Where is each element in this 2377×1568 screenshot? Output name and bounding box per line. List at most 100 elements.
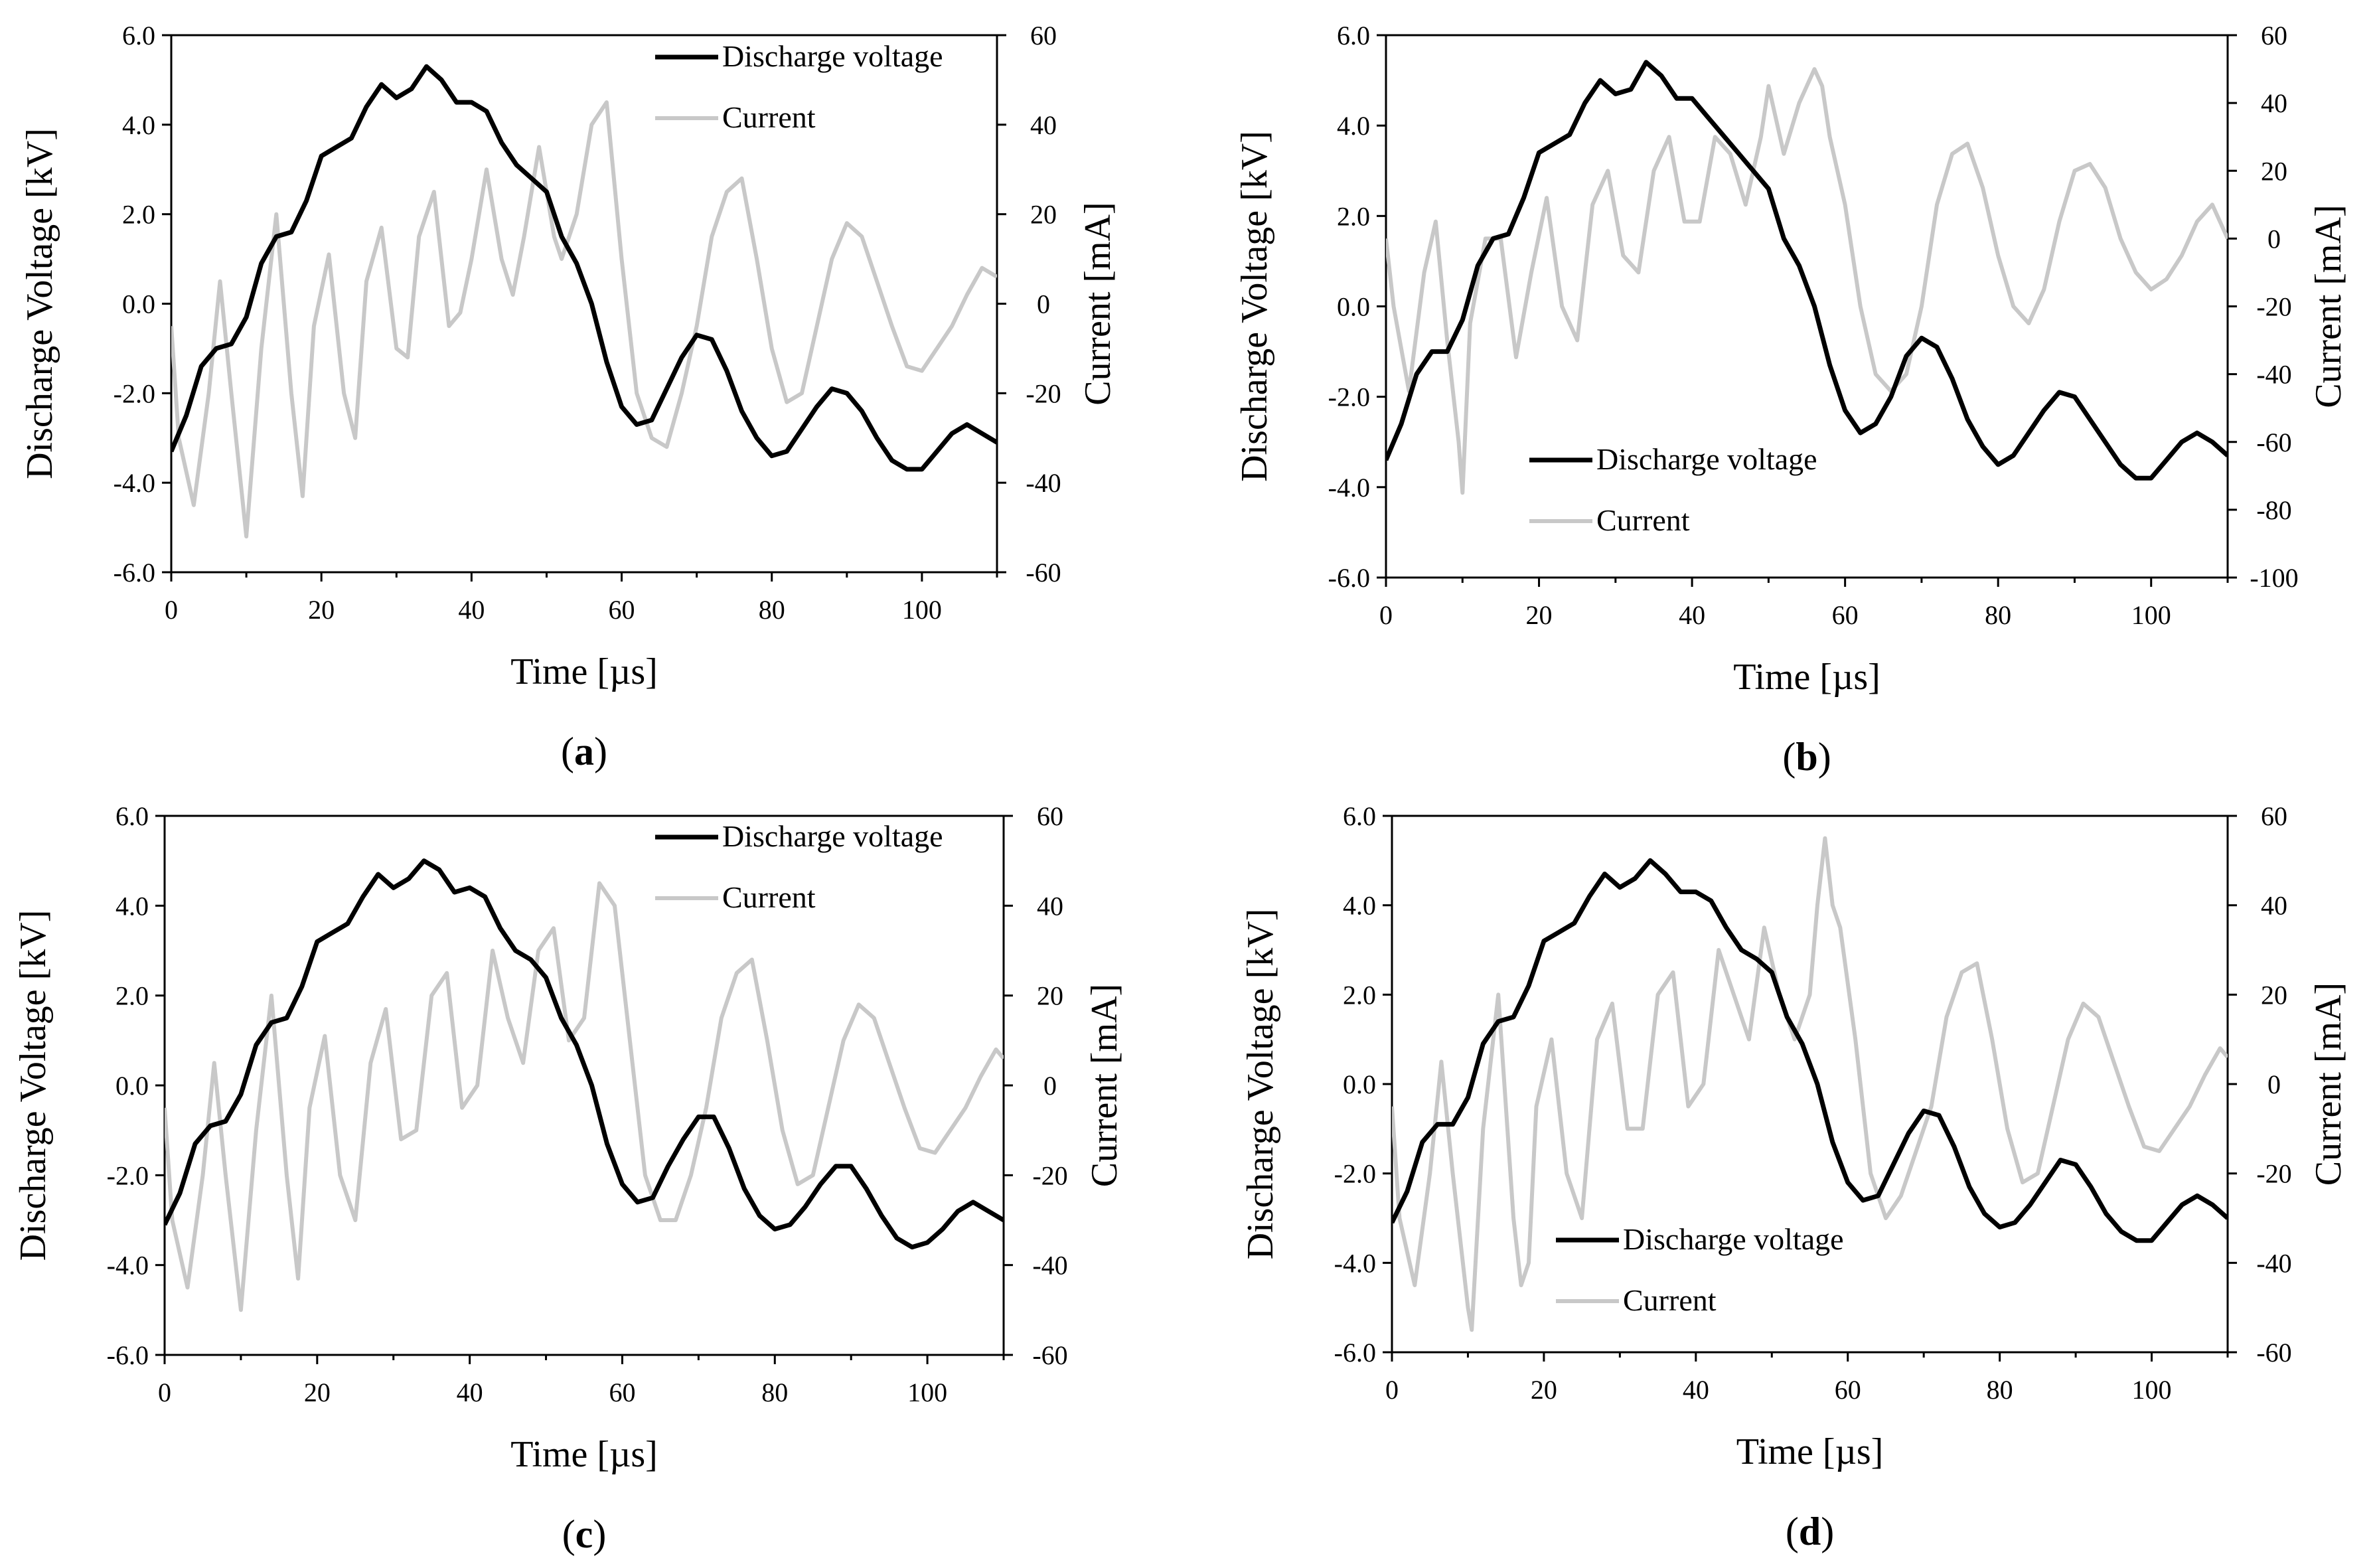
y2-tick-label: -20 [1032, 1160, 1067, 1190]
chart-panel-a: 0 20 40 60 80 100 -6.0 -4.0 -2.0 0.0 2.0 4.0 6.0 -60 -… [19, 21, 1118, 773]
x-axis-title: Time [µs] [510, 1434, 658, 1475]
x-tick-label: 100 [2132, 1375, 2172, 1405]
y-tick-label: 4.0 [1343, 891, 1376, 921]
x-tick-label: 20 [1526, 600, 1553, 630]
y-tick-label: -4.0 [1328, 473, 1370, 503]
y-tick-label: 6.0 [115, 801, 149, 831]
y2-tick-label: 60 [2261, 21, 2287, 50]
y-tick-label: -4.0 [114, 468, 155, 498]
x-tick-label: 80 [761, 1377, 788, 1407]
y2-tick-label: 40 [2261, 891, 2287, 921]
plot-area-frame [163, 815, 1005, 1356]
x-tick-label: 80 [759, 595, 785, 625]
x-tick-label: 0 [165, 595, 178, 625]
y-tick-label: 4.0 [122, 110, 155, 140]
x-tick-label: 40 [1683, 1375, 1709, 1405]
y-tick-label: 4.0 [115, 891, 149, 921]
y2-tick-label: 20 [2261, 156, 2287, 186]
legend-current-label: Current [722, 880, 816, 914]
y-tick-label: -6.0 [114, 558, 155, 588]
y2-axis-title: Current [mA] [2308, 982, 2349, 1186]
current-series-line [171, 100, 997, 539]
y2-tick-label: 20 [1030, 200, 1057, 230]
panel-label: (d) [1786, 1510, 1834, 1553]
chart-panel-d: 0 20 40 60 80 100 -6.0 -4.0 -2.0 0.0 2.0 4.0 6.0 -60 -… [1240, 801, 2349, 1553]
y-tick-label: -6.0 [107, 1340, 149, 1370]
legend-current-label: Current [1596, 503, 1690, 537]
y-axis-title: Discharge Voltage [kV] [13, 910, 54, 1261]
x-axis-title: Time [µs] [510, 651, 658, 692]
x-tick-label: 60 [1832, 600, 1859, 630]
x-tick-label: 60 [609, 595, 635, 625]
discharge-voltage-series-line [165, 858, 1004, 1250]
x-tick-label: 0 [1379, 600, 1393, 630]
panel-label: (a) [561, 730, 607, 773]
current-series-line [1392, 836, 2228, 1332]
y2-tick-label: -60 [2256, 428, 2291, 457]
y2-axis-title: Current [mA] [2308, 204, 2349, 408]
y2-tick-label: -100 [2250, 563, 2298, 593]
y-tick-label: 6.0 [1337, 21, 1370, 50]
x-tick-label: 20 [304, 1377, 331, 1407]
y2-tick-label: 0 [1037, 289, 1050, 319]
y-tick-label: -6.0 [1328, 563, 1370, 593]
y-tick-label: 6.0 [1343, 801, 1376, 831]
y2-tick-label: 40 [1030, 110, 1057, 140]
y2-tick-label: 60 [1037, 801, 1063, 831]
x-tick-label: 100 [2131, 600, 2171, 630]
panel-label: (b) [1782, 735, 1831, 779]
x-tick-label: 0 [158, 1377, 171, 1407]
y-tick-label: 2.0 [122, 200, 155, 230]
y2-tick-label: -40 [2256, 1248, 2291, 1278]
y2-tick-label: 60 [2261, 801, 2287, 831]
y2-tick-label: -60 [1026, 558, 1061, 588]
y-tick-label: 4.0 [1337, 111, 1370, 141]
y-tick-label: 2.0 [1343, 980, 1376, 1010]
legend-voltage-label: Discharge voltage [1623, 1222, 1844, 1256]
chart-panel-c: 0 20 40 60 80 100 -6.0 -4.0 -2.0 0.0 2.0 4.0 6.0 -60 -… [13, 801, 1125, 1556]
x-axis-title: Time [µs] [1733, 657, 1880, 698]
x-tick-label: 40 [458, 595, 485, 625]
y-tick-label: 6.0 [122, 21, 155, 50]
y2-tick-label: 60 [1030, 21, 1057, 50]
y2-tick-label: 0 [2267, 1069, 2281, 1099]
y2-tick-label: -40 [1026, 468, 1061, 498]
legend-voltage-label: Discharge voltage [722, 819, 943, 853]
x-axis-title: Time [µs] [1736, 1431, 1884, 1472]
y-tick-label: -2.0 [1328, 382, 1370, 412]
y2-axis-title: Current [mA] [1084, 984, 1125, 1187]
legend-voltage-label: Discharge voltage [722, 39, 943, 73]
y2-tick-label: 20 [2261, 980, 2287, 1010]
x-tick-label: 100 [907, 1377, 947, 1407]
y-tick-label: 2.0 [115, 981, 149, 1011]
y2-tick-label: -20 [2256, 1159, 2291, 1189]
x-tick-label: 60 [609, 1377, 635, 1407]
y2-tick-label: -40 [1032, 1251, 1067, 1281]
plot-area-frame [1385, 34, 2229, 579]
panel-label: (c) [562, 1512, 607, 1556]
x-tick-label: 40 [1679, 600, 1705, 630]
x-tick-label: 0 [1385, 1375, 1399, 1405]
y2-tick-label: -60 [2256, 1338, 2291, 1368]
plot-area-frame [170, 34, 998, 574]
x-tick-label: 80 [1987, 1375, 2013, 1405]
y2-tick-label: -20 [2256, 292, 2291, 322]
discharge-voltage-series-line [1392, 858, 2228, 1243]
y-axis-title: Discharge Voltage [kV] [1234, 131, 1275, 482]
y2-axis-title: Current [mA] [1077, 202, 1118, 405]
y2-tick-label: 20 [1037, 981, 1063, 1011]
y-tick-label: -4.0 [1334, 1248, 1376, 1278]
y2-tick-label: 0 [2267, 224, 2281, 254]
legend-current-label: Current [722, 100, 816, 134]
x-tick-label: 20 [308, 595, 335, 625]
current-series-line [165, 881, 1004, 1312]
y2-tick-label: 40 [2261, 88, 2287, 118]
x-tick-label: 40 [457, 1377, 483, 1407]
y-tick-label: -2.0 [107, 1160, 149, 1190]
y-tick-label: 0.0 [1343, 1069, 1376, 1099]
y-tick-label: 0.0 [115, 1071, 149, 1101]
y-tick-label: -4.0 [107, 1251, 149, 1281]
chart-panel-b: 0 20 40 60 80 100 -6.0 -4.0 -2.0 0.0 2.0 4.0 6.0 -100… [1234, 21, 2349, 779]
y-tick-label: -2.0 [1334, 1159, 1376, 1189]
x-tick-label: 100 [902, 595, 942, 625]
